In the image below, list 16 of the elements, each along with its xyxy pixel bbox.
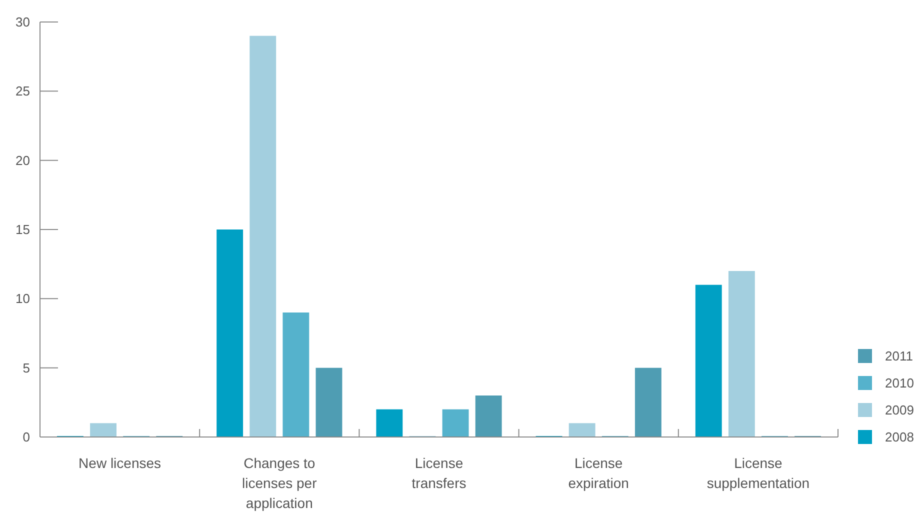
y-tick-label: 25 xyxy=(16,84,30,99)
x-tick-label: License expiration xyxy=(568,455,629,491)
y-tick-label: 20 xyxy=(16,152,30,168)
y-tick-label: 30 xyxy=(16,14,30,30)
y-tick-label: 5 xyxy=(22,360,30,376)
x-tick-label: License transfers xyxy=(412,455,466,491)
legend-label: 2011 xyxy=(885,348,913,364)
y-tick-label: 10 xyxy=(16,291,30,306)
legend-label: 2008 xyxy=(885,430,914,445)
y-tick-label: 15 xyxy=(16,222,30,238)
x-tick-label: License supplementation xyxy=(706,455,810,491)
x-tick-label: New licenses xyxy=(78,455,162,471)
legend-label: 2009 xyxy=(885,402,914,418)
y-tick-label: 0 xyxy=(22,430,30,445)
legend-label: 2010 xyxy=(885,376,914,391)
x-tick-label: Changes to licenses per application xyxy=(242,455,318,511)
